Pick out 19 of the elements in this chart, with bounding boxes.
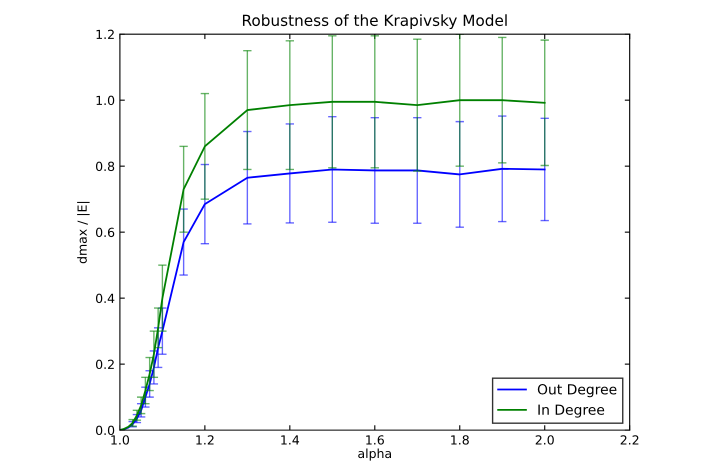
x-axis-title: alpha bbox=[358, 448, 391, 461]
x-tick-label: 1.4 bbox=[281, 435, 300, 444]
y-tick-label: 0.6 bbox=[96, 228, 114, 238]
y-tick-label: 0.2 bbox=[96, 360, 114, 370]
y-tick-label: 1.0 bbox=[96, 96, 114, 106]
y-tick-label: 0.4 bbox=[96, 294, 114, 304]
x-tick-label: 1.8 bbox=[451, 435, 469, 445]
x-tick-label: 2.2 bbox=[620, 435, 638, 444]
y-tick-label: 1.2 bbox=[96, 30, 114, 39]
y-axis-title: dmax / |E| bbox=[77, 202, 90, 264]
x-tick-label: 2.0 bbox=[536, 435, 554, 445]
y-tick-label: 0.0 bbox=[96, 426, 114, 436]
legend-label: In Degree bbox=[538, 404, 604, 418]
chart-title: Robustness of the Krapivsky Model bbox=[242, 14, 507, 30]
x-tick-label: 1.6 bbox=[366, 435, 384, 445]
y-tick-label: 0.8 bbox=[96, 162, 114, 172]
x-tick-label: 1.0 bbox=[111, 435, 130, 445]
legend-label: Out Degree bbox=[538, 384, 616, 398]
x-tick-label: 1.2 bbox=[196, 435, 214, 444]
